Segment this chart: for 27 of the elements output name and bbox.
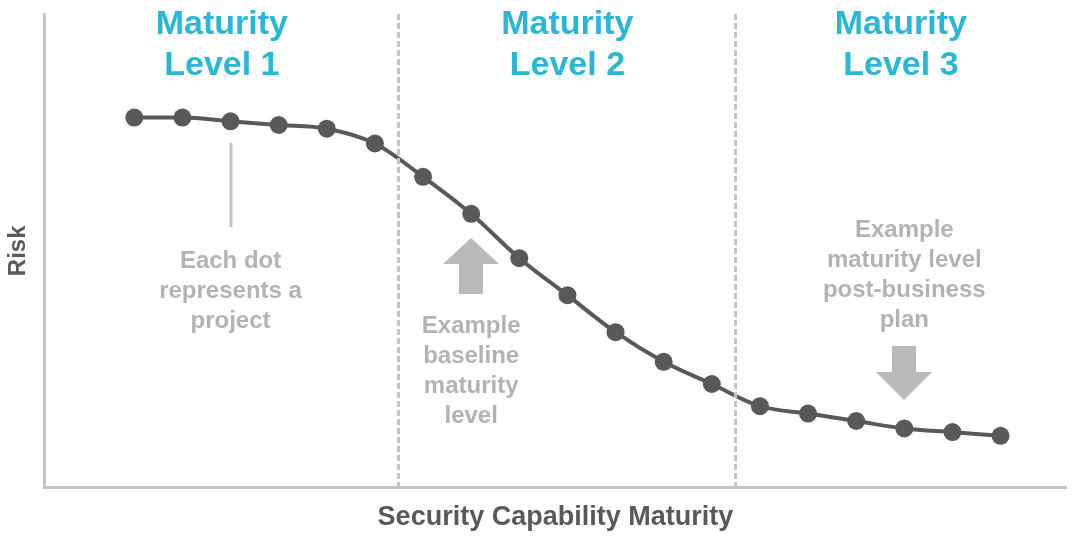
point: [606, 323, 625, 342]
point: [702, 375, 721, 393]
annotation: Example maturity level post-business plan: [821, 214, 987, 335]
text: Maturity Level 3: [833, 2, 969, 84]
point: [317, 119, 336, 138]
point: [943, 423, 962, 442]
text: Maturity Level 1: [154, 2, 289, 84]
text: Maturity Level 2: [500, 2, 635, 84]
point: [269, 116, 288, 134]
point: [173, 108, 192, 127]
annotation: Each dot represents a project: [158, 245, 303, 336]
point: [510, 249, 529, 268]
annotation: Example baseline maturity level: [420, 309, 522, 430]
point: [462, 204, 481, 223]
point: [558, 286, 577, 305]
point: [414, 167, 433, 186]
x-axis-title: Security Capability Maturity: [377, 501, 734, 532]
point: [750, 397, 769, 416]
point: [221, 112, 240, 131]
point: [895, 419, 914, 438]
point: [365, 134, 384, 153]
point: [654, 352, 673, 371]
point: [799, 404, 818, 423]
point: [991, 426, 1010, 445]
point: [847, 412, 866, 430]
point: [125, 108, 144, 127]
y-axis-title: Risk: [3, 224, 31, 277]
